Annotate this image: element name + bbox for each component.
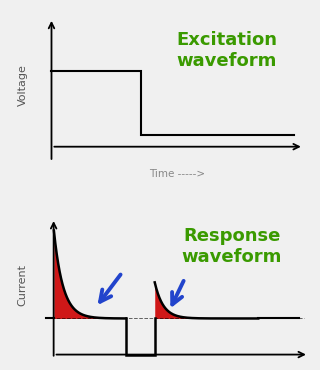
Text: Excitation
waveform: Excitation waveform <box>176 31 277 70</box>
Text: Response
waveform: Response waveform <box>182 228 282 266</box>
Text: Current: Current <box>18 265 28 306</box>
Text: Time ----->: Time -----> <box>149 169 206 179</box>
Text: Voltage: Voltage <box>18 64 28 105</box>
